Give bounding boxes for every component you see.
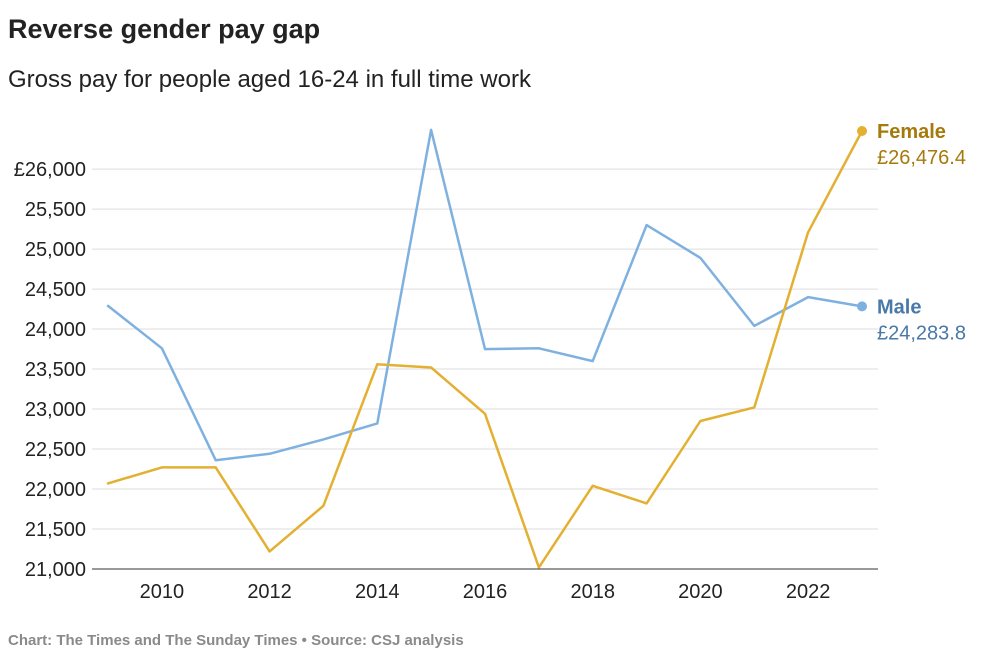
series-line-male (106, 128, 864, 462)
x-tick-label: 2016 (463, 581, 508, 603)
y-tick-label: 24,500 (25, 279, 86, 301)
series-end-point-male (857, 301, 867, 312)
chart-subtitle: Gross pay for people aged 16-24 in full … (8, 66, 531, 93)
series-line-female (106, 129, 864, 569)
x-tick-label: 2010 (140, 581, 185, 603)
x-tick-label: 2022 (786, 581, 831, 603)
x-tick-label: 2014 (355, 581, 400, 603)
y-tick-label: 21,000 (25, 559, 86, 581)
chart-title: Reverse gender pay gap (8, 14, 321, 44)
x-tick-label: 2020 (678, 581, 723, 603)
y-tick-label: 23,000 (25, 399, 86, 421)
series-name-label: Female (877, 121, 946, 143)
y-tick-label: 22,000 (25, 479, 86, 501)
y-tick-label: 25,000 (25, 239, 86, 261)
y-tick-label: 21,500 (25, 519, 86, 541)
series-end-point-female (857, 126, 867, 136)
x-tick-label: 2012 (247, 581, 292, 603)
x-tick-label: 2018 (570, 581, 615, 603)
y-tick-label: £26,000 (14, 159, 86, 181)
y-tick-label: 24,000 (25, 319, 86, 341)
series-value-label: £26,476.4 (877, 147, 966, 169)
chart-footer: Chart: The Times and The Sunday Times • … (8, 632, 464, 649)
y-tick-label: 25,500 (25, 199, 86, 221)
series-name-label: Male (877, 296, 921, 318)
y-tick-label: 23,500 (25, 359, 86, 381)
series-value-label: £24,283.8 (877, 322, 966, 344)
y-tick-label: 22,500 (25, 439, 86, 461)
